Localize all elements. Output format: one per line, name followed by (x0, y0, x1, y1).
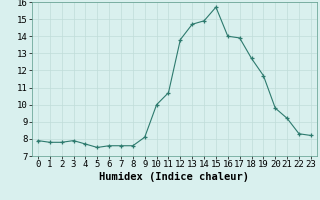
X-axis label: Humidex (Indice chaleur): Humidex (Indice chaleur) (100, 172, 249, 182)
